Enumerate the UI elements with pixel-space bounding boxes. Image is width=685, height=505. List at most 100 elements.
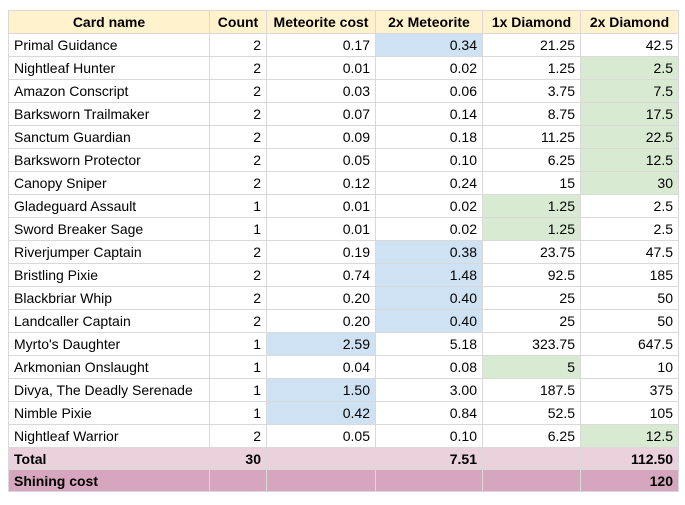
cell-meteorite-cost[interactable]: 0.12 — [266, 171, 376, 195]
cell-2x-diamond[interactable]: 30 — [580, 171, 679, 195]
cell-1x-diamond[interactable]: 3.75 — [482, 79, 581, 103]
cell-meteorite-cost[interactable]: 0.05 — [266, 424, 376, 448]
cell-2x-meteorite[interactable]: 0.84 — [375, 401, 483, 425]
shining-empty-cell[interactable] — [209, 469, 267, 492]
cell-count[interactable]: 1 — [209, 355, 267, 379]
cell-count[interactable]: 1 — [209, 217, 267, 241]
cell-card-name[interactable]: Barksworn Protector — [8, 148, 210, 172]
cell-2x-diamond[interactable]: 185 — [580, 263, 679, 287]
cell-2x-meteorite[interactable]: 0.14 — [375, 102, 483, 126]
cell-2x-meteorite[interactable]: 0.38 — [375, 240, 483, 264]
header-card-name[interactable]: Card name — [8, 10, 210, 34]
cell-meteorite-cost[interactable]: 0.04 — [266, 355, 376, 379]
cell-count[interactable]: 2 — [209, 171, 267, 195]
cell-2x-diamond[interactable]: 2.5 — [580, 56, 679, 80]
cell-count[interactable]: 1 — [209, 194, 267, 218]
cell-meteorite-cost[interactable]: 0.20 — [266, 309, 376, 333]
cell-2x-meteorite[interactable]: 0.06 — [375, 79, 483, 103]
cell-1x-diamond[interactable]: 8.75 — [482, 102, 581, 126]
cell-card-name[interactable]: Primal Guidance — [8, 33, 210, 57]
cell-1x-diamond[interactable]: 187.5 — [482, 378, 581, 402]
cell-count[interactable]: 2 — [209, 263, 267, 287]
cell-count[interactable]: 1 — [209, 378, 267, 402]
cell-2x-meteorite[interactable]: 3.00 — [375, 378, 483, 402]
cell-2x-meteorite[interactable]: 0.10 — [375, 424, 483, 448]
cell-1x-diamond[interactable]: 1.25 — [482, 56, 581, 80]
total-2x-diamond[interactable]: 112.50 — [580, 447, 679, 470]
cell-meteorite-cost[interactable]: 0.17 — [266, 33, 376, 57]
cell-2x-diamond[interactable]: 375 — [580, 378, 679, 402]
cell-1x-diamond[interactable]: 5 — [482, 355, 581, 379]
cell-count[interactable]: 2 — [209, 125, 267, 149]
cell-2x-meteorite[interactable]: 1.48 — [375, 263, 483, 287]
cell-count[interactable]: 2 — [209, 33, 267, 57]
header-2x-diamond[interactable]: 2x Diamond — [580, 10, 679, 34]
shining-empty-cell[interactable] — [266, 469, 376, 492]
cell-count[interactable]: 1 — [209, 401, 267, 425]
shining-value[interactable]: 120 — [580, 469, 679, 492]
cell-card-name[interactable]: Landcaller Captain — [8, 309, 210, 333]
cell-card-name[interactable]: Gladeguard Assault — [8, 194, 210, 218]
cell-2x-diamond[interactable]: 47.5 — [580, 240, 679, 264]
header-2x-meteorite[interactable]: 2x Meteorite — [375, 10, 483, 34]
cell-meteorite-cost[interactable]: 0.05 — [266, 148, 376, 172]
cell-2x-meteorite[interactable]: 0.40 — [375, 309, 483, 333]
cell-1x-diamond[interactable]: 25 — [482, 286, 581, 310]
cell-2x-diamond[interactable]: 12.5 — [580, 424, 679, 448]
cell-meteorite-cost[interactable]: 0.42 — [266, 401, 376, 425]
cell-card-name[interactable]: Nightleaf Warrior — [8, 424, 210, 448]
cell-2x-meteorite[interactable]: 0.02 — [375, 217, 483, 241]
cell-meteorite-cost[interactable]: 0.01 — [266, 217, 376, 241]
cell-card-name[interactable]: Blackbriar Whip — [8, 286, 210, 310]
cell-meteorite-cost[interactable]: 0.07 — [266, 102, 376, 126]
cell-meteorite-cost[interactable]: 0.20 — [266, 286, 376, 310]
cell-2x-diamond[interactable]: 2.5 — [580, 217, 679, 241]
cell-card-name[interactable]: Amazon Conscript — [8, 79, 210, 103]
cell-1x-diamond[interactable]: 1.25 — [482, 217, 581, 241]
cell-1x-diamond[interactable]: 323.75 — [482, 332, 581, 356]
cell-count[interactable]: 2 — [209, 286, 267, 310]
header-count[interactable]: Count — [209, 10, 267, 34]
total-2x-meteorite[interactable]: 7.51 — [375, 447, 483, 470]
cell-2x-meteorite[interactable]: 0.02 — [375, 56, 483, 80]
cell-2x-diamond[interactable]: 12.5 — [580, 148, 679, 172]
cell-2x-diamond[interactable]: 2.5 — [580, 194, 679, 218]
cell-1x-diamond[interactable]: 1.25 — [482, 194, 581, 218]
shining-empty-cell[interactable] — [482, 469, 581, 492]
cell-1x-diamond[interactable]: 92.5 — [482, 263, 581, 287]
cell-2x-diamond[interactable]: 105 — [580, 401, 679, 425]
cell-1x-diamond[interactable]: 6.25 — [482, 424, 581, 448]
cell-2x-meteorite[interactable]: 0.18 — [375, 125, 483, 149]
cell-count[interactable]: 2 — [209, 240, 267, 264]
cell-2x-diamond[interactable]: 42.5 — [580, 33, 679, 57]
header-meteorite-cost[interactable]: Meteorite cost — [266, 10, 376, 34]
cell-1x-diamond[interactable]: 15 — [482, 171, 581, 195]
total-empty-cell[interactable] — [482, 447, 581, 470]
cell-meteorite-cost[interactable]: 0.09 — [266, 125, 376, 149]
total-label[interactable]: Total — [8, 447, 210, 470]
cell-1x-diamond[interactable]: 21.25 — [482, 33, 581, 57]
shining-empty-cell[interactable] — [375, 469, 483, 492]
cell-card-name[interactable]: Riverjumper Captain — [8, 240, 210, 264]
cell-meteorite-cost[interactable]: 2.59 — [266, 332, 376, 356]
cell-card-name[interactable]: Myrto's Daughter — [8, 332, 210, 356]
cell-2x-meteorite[interactable]: 0.02 — [375, 194, 483, 218]
cell-2x-meteorite[interactable]: 0.24 — [375, 171, 483, 195]
cell-card-name[interactable]: Sword Breaker Sage — [8, 217, 210, 241]
cell-count[interactable]: 2 — [209, 56, 267, 80]
cell-card-name[interactable]: Divya, The Deadly Serenade — [8, 378, 210, 402]
cell-1x-diamond[interactable]: 25 — [482, 309, 581, 333]
cell-2x-meteorite[interactable]: 0.10 — [375, 148, 483, 172]
cell-meteorite-cost[interactable]: 0.01 — [266, 56, 376, 80]
cell-count[interactable]: 1 — [209, 332, 267, 356]
cell-2x-diamond[interactable]: 647.5 — [580, 332, 679, 356]
cell-meteorite-cost[interactable]: 0.19 — [266, 240, 376, 264]
cell-2x-diamond[interactable]: 50 — [580, 309, 679, 333]
cell-2x-diamond[interactable]: 10 — [580, 355, 679, 379]
cell-2x-diamond[interactable]: 7.5 — [580, 79, 679, 103]
cell-count[interactable]: 2 — [209, 424, 267, 448]
cell-count[interactable]: 2 — [209, 102, 267, 126]
cell-2x-meteorite[interactable]: 5.18 — [375, 332, 483, 356]
cell-2x-meteorite[interactable]: 0.08 — [375, 355, 483, 379]
cell-card-name[interactable]: Bristling Pixie — [8, 263, 210, 287]
